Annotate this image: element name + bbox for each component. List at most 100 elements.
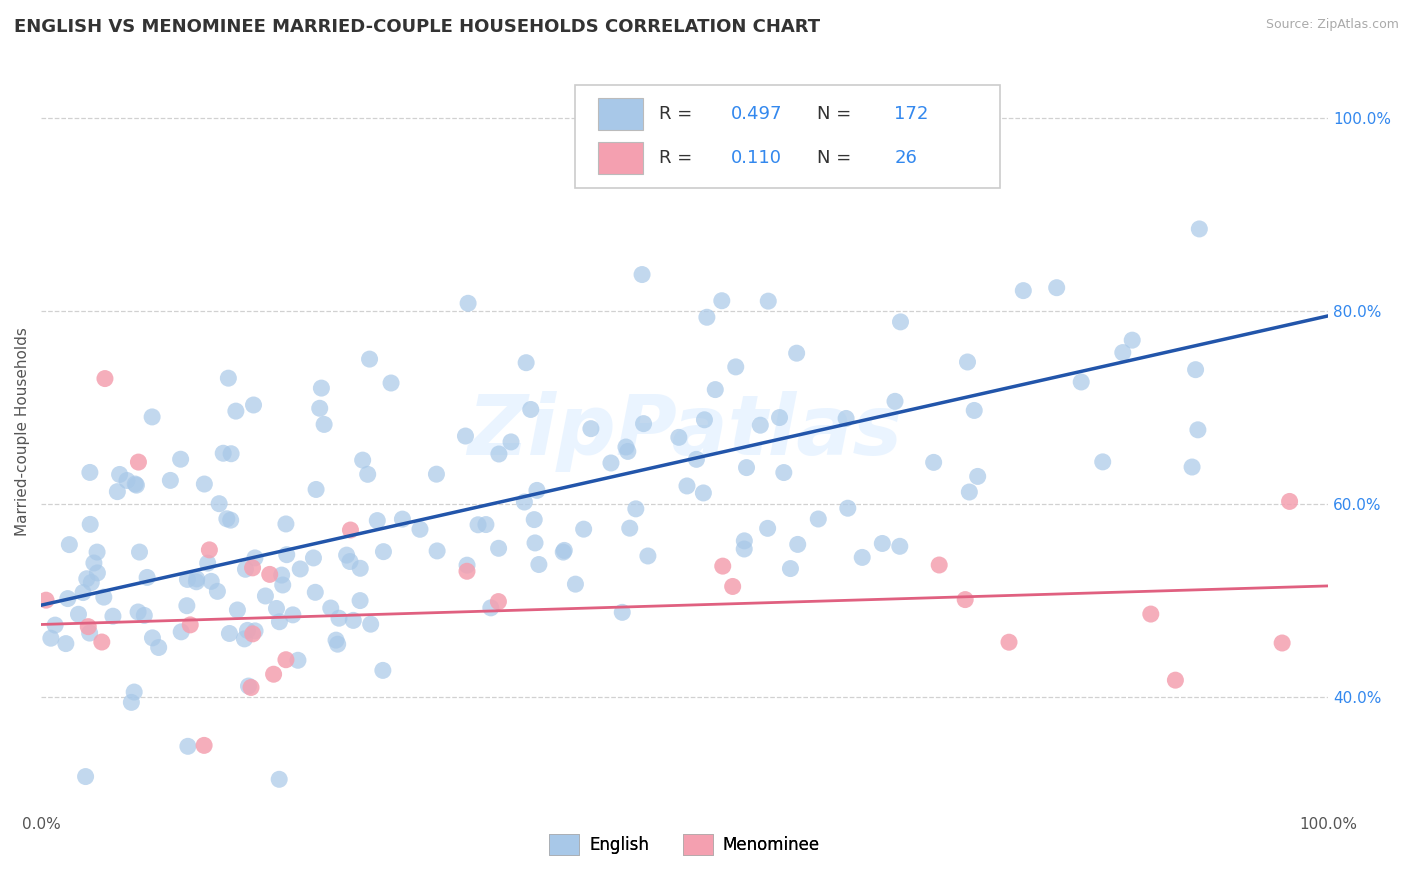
Point	[240, 681, 263, 695]
Point	[339, 523, 361, 537]
Point	[86, 545, 108, 559]
Point	[90, 635, 112, 649]
Point	[86, 566, 108, 580]
Point	[225, 404, 247, 418]
Point	[176, 573, 198, 587]
Point	[772, 466, 794, 480]
Point	[467, 517, 489, 532]
Point	[290, 562, 312, 576]
Point	[479, 600, 502, 615]
Point	[1271, 636, 1294, 650]
Point	[159, 474, 181, 488]
FancyBboxPatch shape	[599, 142, 644, 174]
Point	[711, 559, 734, 574]
Point	[1164, 673, 1187, 688]
Point	[359, 352, 381, 367]
Point	[1181, 460, 1204, 475]
Point	[287, 653, 309, 667]
Point	[366, 514, 388, 528]
Point	[1187, 423, 1209, 437]
Point	[77, 620, 100, 634]
Point	[314, 417, 336, 432]
Point	[519, 402, 541, 417]
Point	[579, 422, 602, 436]
Point	[693, 413, 716, 427]
Point	[235, 562, 257, 576]
Point	[238, 679, 260, 693]
Point	[889, 539, 911, 553]
Point	[94, 371, 117, 385]
Text: 0.110: 0.110	[731, 149, 782, 167]
Point	[79, 517, 101, 532]
Point	[733, 533, 755, 548]
Point	[198, 542, 221, 557]
Point	[633, 417, 655, 431]
Point	[749, 418, 772, 433]
Point	[148, 640, 170, 655]
Point	[219, 513, 242, 527]
Point	[779, 561, 801, 575]
Point	[696, 310, 718, 325]
Point	[243, 624, 266, 638]
Point	[526, 483, 548, 498]
Point	[724, 359, 747, 374]
Point	[704, 383, 727, 397]
Point	[342, 614, 364, 628]
Point	[83, 556, 105, 570]
Point	[243, 550, 266, 565]
Point	[67, 607, 90, 622]
Point	[733, 541, 755, 556]
Point	[80, 575, 103, 590]
Text: ZipPatlas: ZipPatlas	[467, 391, 903, 472]
Point	[170, 624, 193, 639]
Point	[197, 556, 219, 570]
Point	[614, 440, 637, 454]
Point	[193, 739, 215, 753]
Point	[75, 770, 97, 784]
Point	[79, 626, 101, 640]
Point	[349, 593, 371, 607]
Point	[486, 594, 509, 608]
Point	[963, 403, 986, 417]
Point	[425, 467, 447, 482]
Point	[271, 578, 294, 592]
Point	[212, 446, 235, 460]
Point	[302, 550, 325, 565]
Text: R =: R =	[659, 105, 697, 123]
Point	[93, 590, 115, 604]
Point	[1112, 345, 1135, 359]
Point	[668, 430, 690, 444]
Point	[457, 296, 479, 310]
Point	[837, 501, 859, 516]
Point	[349, 561, 371, 575]
Point	[721, 579, 744, 593]
Point	[1091, 455, 1114, 469]
Text: R =: R =	[659, 149, 697, 167]
Point	[263, 667, 285, 681]
Point	[515, 356, 537, 370]
Point	[242, 627, 264, 641]
Point	[475, 517, 498, 532]
Point	[215, 512, 238, 526]
Point	[889, 315, 911, 329]
Point	[269, 615, 291, 629]
Point	[523, 513, 546, 527]
Point	[186, 572, 208, 586]
Point	[553, 545, 575, 559]
Point	[624, 501, 647, 516]
Point	[55, 637, 77, 651]
Point	[488, 447, 510, 461]
Point	[141, 631, 163, 645]
Point	[807, 512, 830, 526]
Y-axis label: Married-couple Households: Married-couple Households	[15, 327, 30, 536]
Point	[600, 456, 623, 470]
Point	[304, 585, 326, 599]
Point	[305, 483, 328, 497]
Point	[617, 444, 640, 458]
Point	[176, 599, 198, 613]
Point	[756, 294, 779, 309]
Point	[125, 478, 148, 492]
Point	[259, 567, 281, 582]
Point	[524, 536, 547, 550]
Point	[274, 653, 297, 667]
